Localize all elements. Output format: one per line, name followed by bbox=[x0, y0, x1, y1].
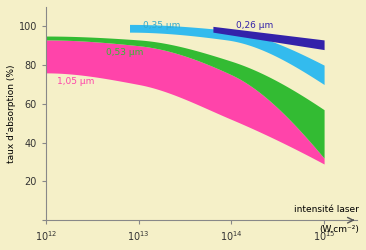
Text: (W.cm⁻²): (W.cm⁻²) bbox=[320, 225, 359, 234]
Text: intensité laser: intensité laser bbox=[294, 206, 359, 214]
Text: 0,26 μm: 0,26 μm bbox=[236, 21, 273, 30]
Y-axis label: taux d’absorption (%): taux d’absorption (%) bbox=[7, 64, 16, 163]
Text: 0,35 μm: 0,35 μm bbox=[143, 21, 181, 30]
Text: 1,05 μm: 1,05 μm bbox=[57, 78, 95, 86]
Text: 0,53 μm: 0,53 μm bbox=[107, 48, 144, 57]
